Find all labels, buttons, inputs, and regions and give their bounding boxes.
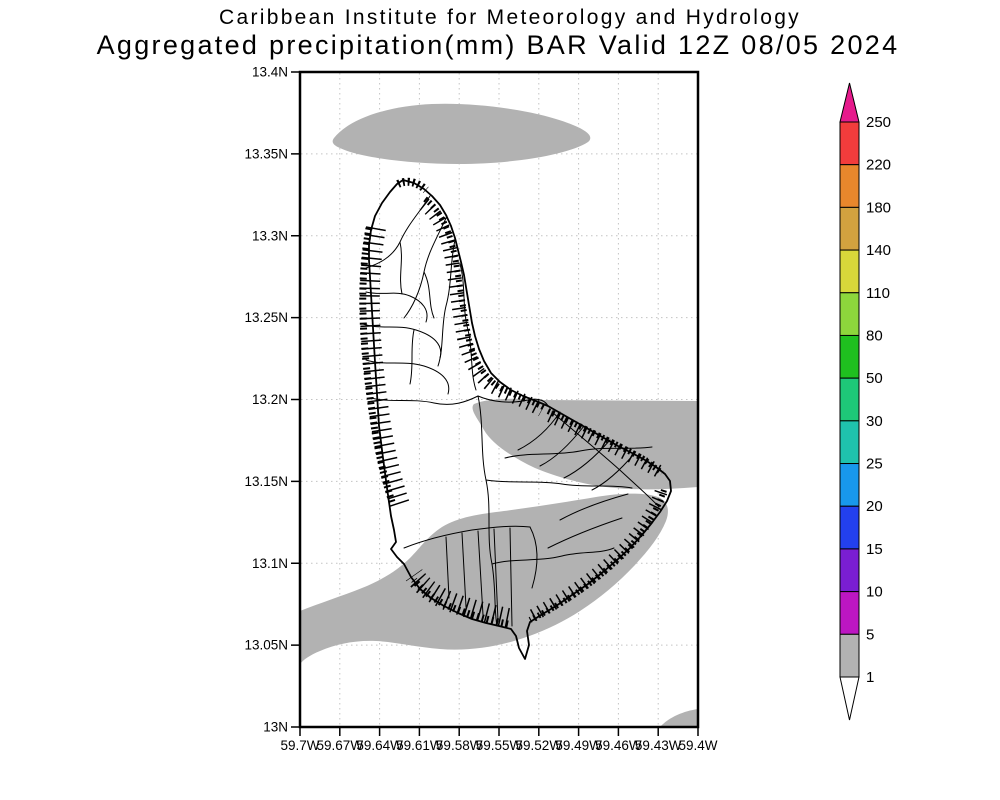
colorbar-tick-label: 140 [866, 242, 891, 259]
colorbar-segment [839, 249, 860, 294]
colorbar-segment [839, 164, 860, 208]
precip-shade-region-north [332, 103, 591, 164]
y-axis-tick-label: 13.35N [244, 146, 288, 161]
colorbar-segment [839, 633, 860, 678]
colorbar-tick-label: 1 [866, 669, 874, 686]
colorbar-segment [839, 505, 860, 550]
y-axis-tick-label: 13.15N [244, 474, 288, 489]
x-axis-tick-label: 59.55W [476, 738, 523, 753]
colorbar-legend: 250 220 180 140 110 80 50 30 25 20 15 10 5 1 [839, 82, 891, 721]
colorbar-segment [839, 121, 860, 166]
colorbar-segment [839, 206, 860, 251]
precip-shade-region-corner [660, 709, 698, 727]
y-axis-tick-label: 13.1N [252, 556, 288, 571]
precip-shading-layer [300, 103, 698, 727]
y-axis-tick-label: 13.2N [252, 392, 288, 407]
colorbar-tick-label: 110 [866, 285, 890, 302]
precip-shade-region-south [300, 493, 668, 664]
precip-shade-region-east-band [472, 398, 698, 490]
colorbar-tick-label: 30 [866, 413, 883, 430]
colorbar-tick-label: 50 [866, 370, 883, 387]
colorbar-tick-label: 10 [866, 584, 883, 601]
axes: 13.4N 13.35N 13.3N 13.25N 13.2N 13.15N 13.1N 13… [244, 65, 717, 754]
colorbar-segment [839, 377, 860, 422]
x-axis-tick-label: 59.43W [635, 738, 682, 753]
x-axis-tick-label: 59.64W [356, 738, 403, 753]
y-axis-tick-label: 13.3N [252, 228, 288, 243]
island-barbados [359, 177, 672, 660]
colorbar-tick-label: 180 [866, 199, 891, 216]
colorbar-segment [839, 548, 860, 593]
y-axis-tick-label: 13.05N [244, 638, 288, 653]
x-axis-tick-label: 59.61W [396, 738, 443, 753]
colorbar-tick-label: 20 [866, 498, 883, 515]
y-axis-tick-label: 13.4N [252, 65, 288, 80]
colorbar-segment [839, 420, 860, 465]
colorbar-segment [839, 463, 860, 507]
colorbar-tick-label: 15 [866, 541, 883, 558]
colorbar-tick-label: 5 [866, 626, 874, 643]
y-axis-tick-label: 13N [263, 720, 288, 735]
colorbar-arrow-down [839, 676, 860, 721]
colorbar-tick-label: 250 [866, 114, 891, 131]
figure-title-line2: Aggregated precipitation(mm) BAR Valid 1… [97, 30, 900, 60]
x-axis-tick-label: 59.4W [678, 738, 717, 753]
x-axis-tick-label: 59.52W [516, 738, 563, 753]
coastal-watershed-serration [359, 177, 668, 628]
colorbar-segment [839, 292, 860, 336]
y-axis-tick-label: 13.25N [244, 310, 288, 325]
colorbar-arrow-up [839, 82, 860, 123]
figure-title-line1: Caribbean Institute for Meteorology and … [219, 6, 801, 29]
colorbar-tick-label: 80 [866, 327, 883, 344]
colorbar-tick-label: 220 [866, 157, 891, 174]
colorbar-segment [839, 591, 860, 635]
colorbar-segment [839, 334, 860, 379]
x-axis-tick-label: 59.49W [555, 738, 602, 753]
x-axis-tick-label: 59.67W [317, 738, 364, 753]
island-watershed-lines [362, 195, 660, 627]
x-axis-tick-label: 59.58W [436, 738, 483, 753]
x-axis-tick-label: 59.7W [280, 738, 319, 753]
colorbar-tick-label: 25 [866, 456, 883, 473]
x-axis-tick-label: 59.46W [595, 738, 642, 753]
